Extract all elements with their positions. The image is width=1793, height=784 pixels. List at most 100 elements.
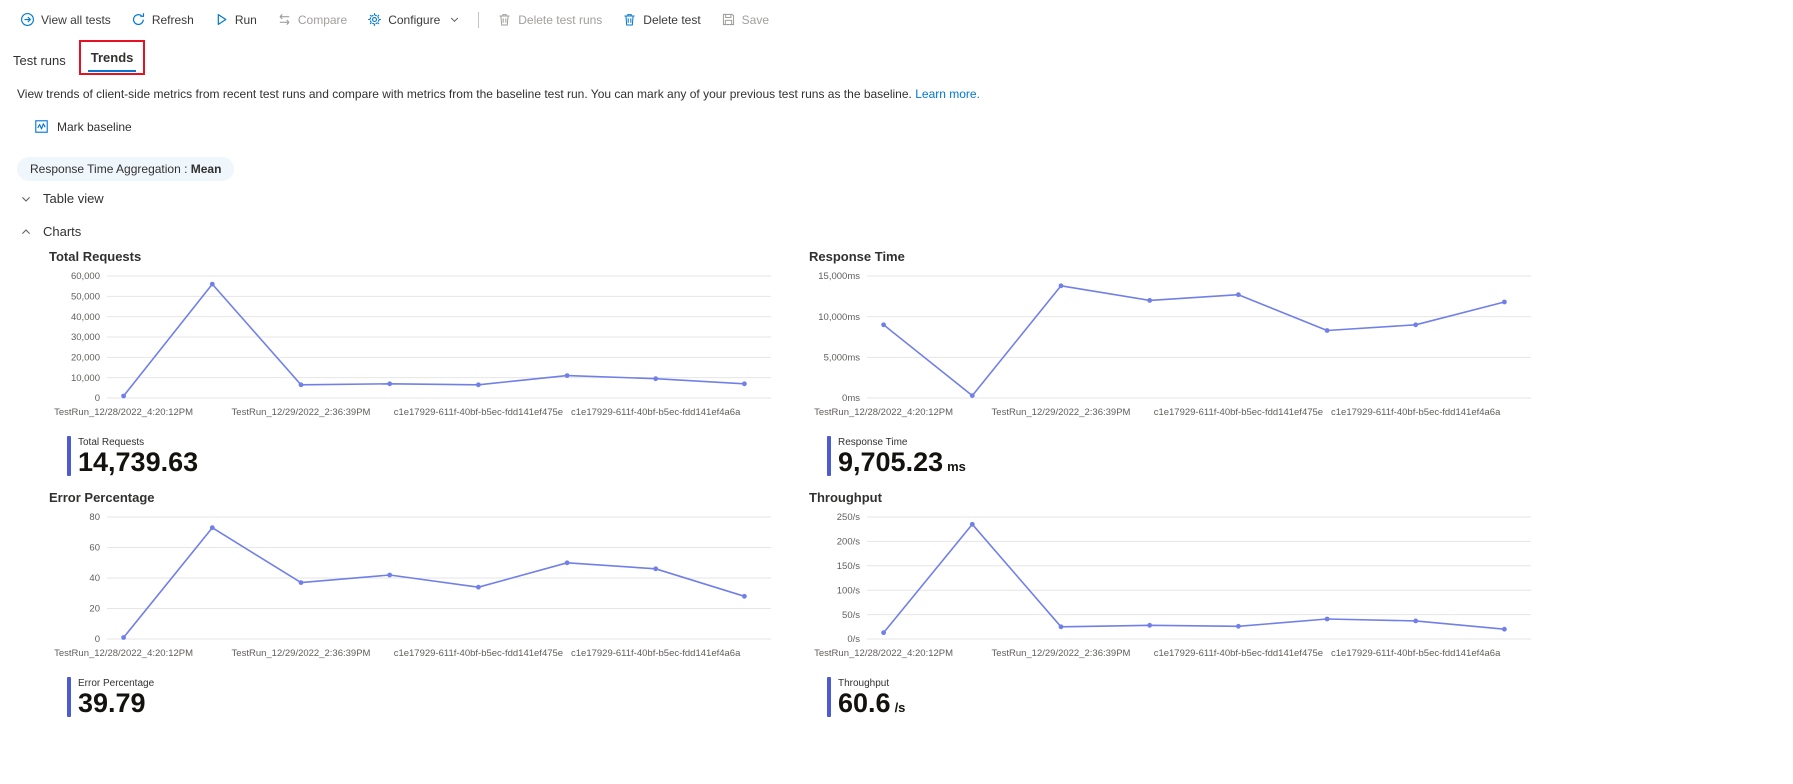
svg-text:0/s: 0/s	[847, 634, 860, 645]
compare-arrows-icon	[277, 12, 292, 27]
metric-summary-response-time: Response Time 9,705.23 ms	[827, 436, 1535, 477]
tab-bar: Test runs Trends	[0, 38, 1793, 75]
toolbar-button-label: Save	[741, 12, 770, 27]
toolbar-button-view-all-tests[interactable]: View all tests	[10, 7, 121, 32]
line-chart-total-requests: 0 10,000 20,000 30,000 40,000 50,000 60,000 Tes…	[45, 266, 775, 434]
save-icon	[721, 12, 736, 27]
line-chart-error-percentage: 0 20 40 60 80 TestRun_12/28/2022_4:20:12PM Tes…	[45, 507, 775, 675]
toolbar-button-label: Refresh	[151, 12, 194, 27]
toolbar-button-label: Compare	[297, 12, 348, 27]
filter-pill-row: Response Time Aggregation : Mean	[17, 157, 1793, 181]
svg-text:60: 60	[89, 543, 100, 554]
chart-card-total-requests: Total Requests 0 10,000 20,000 30,000 40,000 5…	[45, 249, 775, 477]
toolbar-button-refresh[interactable]: Refresh	[121, 7, 204, 32]
svg-text:TestRun_12/29/2022_2:36:39PM: TestRun_12/29/2022_2:36:39PM	[992, 648, 1131, 659]
metric-label: Total Requests	[78, 437, 145, 448]
svg-text:TestRun_12/29/2022_2:36:39PM: TestRun_12/29/2022_2:36:39PM	[232, 407, 371, 418]
tab-trends[interactable]: Trends	[87, 44, 137, 72]
play-icon	[214, 12, 229, 27]
aggregation-filter-pill[interactable]: Response Time Aggregation : Mean	[17, 157, 235, 181]
svg-text:c1e17929-611f-40bf-b5ec-fdd141: c1e17929-611f-40bf-b5ec-fdd141ef4a6a	[1331, 407, 1501, 418]
learn-more-link[interactable]: Learn more.	[915, 87, 980, 101]
metric-summary-error-percentage: Error Percentage 39.79	[67, 677, 775, 719]
metric-label: Response Time	[838, 437, 908, 448]
section-toggle-table-view[interactable]: Table view	[20, 181, 1793, 214]
metric-value: 9,705.23 ms	[838, 447, 966, 477]
svg-text:200/s: 200/s	[837, 537, 860, 548]
svg-text:c1e17929-611f-40bf-b5ec-fdd141: c1e17929-611f-40bf-b5ec-fdd141ef475e	[394, 648, 563, 659]
pulse-chart-icon	[34, 119, 49, 134]
metric-accent-bar	[67, 677, 71, 718]
refresh-icon	[131, 12, 146, 27]
metric-value: 60.6/s	[838, 688, 906, 719]
svg-text:30,000: 30,000	[71, 332, 100, 343]
description-text: View trends of client-side metrics from …	[17, 87, 912, 101]
svg-text:10,000: 10,000	[71, 373, 100, 384]
svg-text:0ms: 0ms	[842, 393, 860, 404]
toolbar-button-compare: Compare	[267, 7, 357, 32]
chevron-up-icon	[20, 226, 32, 238]
toolbar-button-label: Run	[234, 12, 257, 27]
metric-label: Error Percentage	[78, 678, 155, 690]
svg-text:50,000: 50,000	[71, 292, 100, 303]
tab-test-runs[interactable]: Test runs	[13, 53, 66, 68]
metric-accent-bar	[827, 677, 831, 718]
svg-text:20: 20	[89, 604, 100, 615]
svg-text:c1e17929-611f-40bf-b5ec-fdd141: c1e17929-611f-40bf-b5ec-fdd141ef4a6a	[571, 407, 741, 418]
svg-text:TestRun_12/29/2022_2:36:39PM: TestRun_12/29/2022_2:36:39PM	[232, 648, 371, 659]
toolbar-button-run[interactable]: Run	[204, 7, 267, 32]
annotation-red-box: Trends	[78, 40, 146, 75]
chevron-down-icon	[20, 193, 32, 205]
metric-value: 14,739.63	[78, 447, 199, 477]
trends-description: View trends of client-side metrics from …	[0, 75, 1793, 101]
section-label-table-view: Table view	[43, 191, 104, 206]
toolbar-button-delete-test[interactable]: Delete test	[612, 7, 710, 32]
svg-text:c1e17929-611f-40bf-b5ec-fdd141: c1e17929-611f-40bf-b5ec-fdd141ef4a6a	[1331, 648, 1501, 659]
filter-pill-value: Mean	[190, 162, 222, 176]
toolbar-button-delete-test-runs: Delete test runs	[487, 7, 612, 32]
chart-card-throughput: Throughput 0/s 50/s 100/s 150/s 200/s 250/s Tes…	[805, 490, 1535, 719]
metric-accent-bar	[67, 436, 71, 477]
svg-text:20,000: 20,000	[71, 353, 100, 364]
toolbar-divider	[478, 11, 480, 28]
toolbar-button-label: Delete test runs	[518, 12, 603, 27]
toolbar-button-configure[interactable]: Configure	[357, 7, 470, 32]
metric-accent-bar	[827, 436, 831, 477]
chart-card-response-time: Response Time 0ms 5,000ms 10,000ms 15,000ms T…	[805, 249, 1535, 477]
metric-unit: ms	[947, 459, 966, 474]
svg-text:15,000ms: 15,000ms	[818, 271, 860, 282]
gear-icon	[367, 12, 382, 27]
line-chart-throughput: 0/s 50/s 100/s 150/s 200/s 250/s TestRun_12/28…	[805, 507, 1535, 675]
svg-text:TestRun_12/28/2022_4:20:12PM: TestRun_12/28/2022_4:20:12PM	[54, 407, 193, 418]
svg-text:c1e17929-611f-40bf-b5ec-fdd141: c1e17929-611f-40bf-b5ec-fdd141ef475e	[1154, 407, 1323, 418]
svg-text:150/s: 150/s	[837, 561, 860, 572]
svg-text:10,000ms: 10,000ms	[818, 312, 860, 323]
svg-text:40: 40	[89, 573, 100, 584]
chart-title-throughput: Throughput	[809, 490, 882, 506]
metric-label: Throughput	[838, 678, 890, 690]
mark-baseline-button[interactable]: Mark baseline	[30, 117, 136, 136]
chevron-down-icon	[449, 14, 460, 25]
metric-value: 39.79	[78, 688, 146, 719]
svg-text:60,000: 60,000	[71, 271, 100, 282]
chart-card-error-percentage: Error Percentage 0 20 40 60 80 TestRun_12/28/2…	[45, 490, 775, 719]
section-toggle-charts[interactable]: Charts	[20, 214, 1793, 247]
metric-unit: /s	[894, 700, 906, 716]
svg-text:TestRun_12/29/2022_2:36:39PM: TestRun_12/29/2022_2:36:39PM	[992, 407, 1131, 418]
charts-grid: Total Requests 0 10,000 20,000 30,000 40,000 5…	[0, 247, 1793, 741]
trash-icon	[622, 12, 637, 27]
svg-text:c1e17929-611f-40bf-b5ec-fdd141: c1e17929-611f-40bf-b5ec-fdd141ef475e	[1154, 648, 1323, 659]
chart-title-response-time: Response Time	[809, 249, 905, 264]
svg-text:c1e17929-611f-40bf-b5ec-fdd141: c1e17929-611f-40bf-b5ec-fdd141ef475e	[394, 407, 563, 418]
toolbar-button-label: Delete test	[643, 12, 701, 27]
svg-text:0: 0	[95, 393, 100, 404]
svg-text:TestRun_12/28/2022_4:20:12PM: TestRun_12/28/2022_4:20:12PM	[54, 648, 193, 659]
trash-icon	[497, 12, 512, 27]
toolbar-button-save: Save	[711, 7, 779, 32]
svg-text:TestRun_12/28/2022_4:20:12PM: TestRun_12/28/2022_4:20:12PM	[814, 407, 953, 418]
svg-text:TestRun_12/28/2022_4:20:12PM: TestRun_12/28/2022_4:20:12PM	[814, 648, 953, 659]
mark-baseline-label: Mark baseline	[57, 119, 132, 134]
command-bar: View all tests Refresh Run Compare Configure…	[0, 0, 1793, 38]
svg-text:250/s: 250/s	[837, 512, 860, 523]
svg-text:80: 80	[89, 512, 100, 523]
